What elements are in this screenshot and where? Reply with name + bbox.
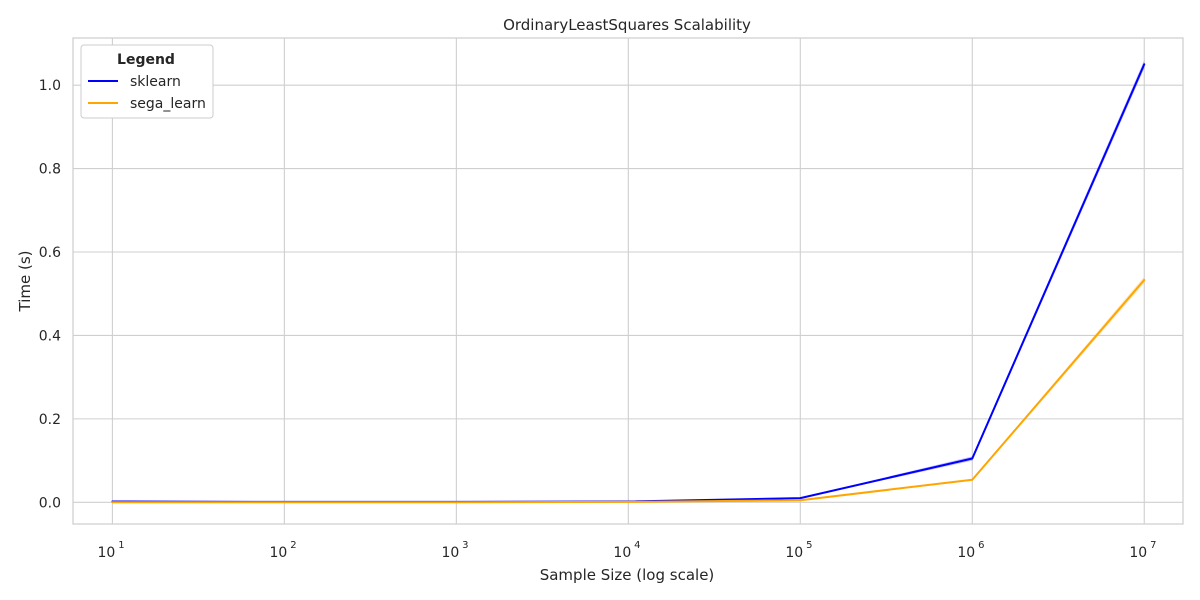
y-tick-label: 0.2: [39, 412, 61, 428]
series-lines: [111, 63, 1146, 504]
data-point-sega-learn: [799, 499, 802, 502]
data-point-sklearn: [1143, 63, 1146, 66]
x-tick-label: 10: [441, 545, 459, 561]
legend: Legend sklearn sega_learn: [80, 44, 214, 119]
x-tick-label: 10: [1129, 545, 1147, 561]
data-point-sega-learn: [971, 478, 974, 481]
data-point-sklearn: [971, 457, 974, 460]
legend-box: [80, 44, 214, 119]
plot-frame: [72, 37, 1184, 525]
legend-label-sklearn: sklearn: [130, 74, 181, 90]
y-tick-label: 1.0: [39, 78, 61, 94]
chart-title: OrdinaryLeastSquares Scalability: [503, 16, 751, 34]
data-point-sega-learn: [1143, 279, 1146, 281]
x-tick-exponent: 3: [462, 540, 468, 551]
data-point-sklearn: [799, 497, 802, 499]
x-tick-exponent: 6: [978, 540, 984, 551]
data-point-sega-learn: [111, 501, 114, 504]
data-point-sega-learn: [455, 501, 458, 504]
legend-title: Legend: [117, 52, 175, 68]
grid: [73, 38, 1183, 524]
y-tick-label: 0.4: [39, 328, 61, 344]
y-tick-label: 0.0: [39, 495, 61, 511]
x-tick-labels: 10 1 10 2 10 3 10 4 10 5 10 6 10 7: [97, 540, 1156, 561]
x-tick-label: 10: [613, 545, 631, 561]
x-tick-exponent: 5: [806, 540, 812, 551]
y-axis-label: Time (s): [16, 251, 34, 313]
data-point-sega-learn: [283, 501, 286, 504]
x-tick-exponent: 1: [118, 540, 124, 551]
x-axis-label: Sample Size (log scale): [540, 566, 715, 584]
x-tick-label: 10: [269, 545, 287, 561]
x-tick-exponent: 4: [634, 540, 640, 551]
data-point-sega-learn: [627, 501, 630, 503]
y-tick-label: 0.8: [39, 162, 61, 178]
x-tick-label: 10: [97, 545, 115, 561]
y-tick-label: 0.6: [39, 245, 61, 261]
y-tick-labels: 0.0 0.2 0.4 0.6 0.8 1.0: [39, 78, 61, 511]
x-tick-exponent: 2: [290, 540, 296, 551]
x-tick-exponent: 7: [1150, 540, 1156, 551]
x-tick-label: 10: [785, 545, 803, 561]
x-tick-label: 10: [957, 545, 975, 561]
legend-label-sega-learn: sega_learn: [130, 96, 206, 112]
